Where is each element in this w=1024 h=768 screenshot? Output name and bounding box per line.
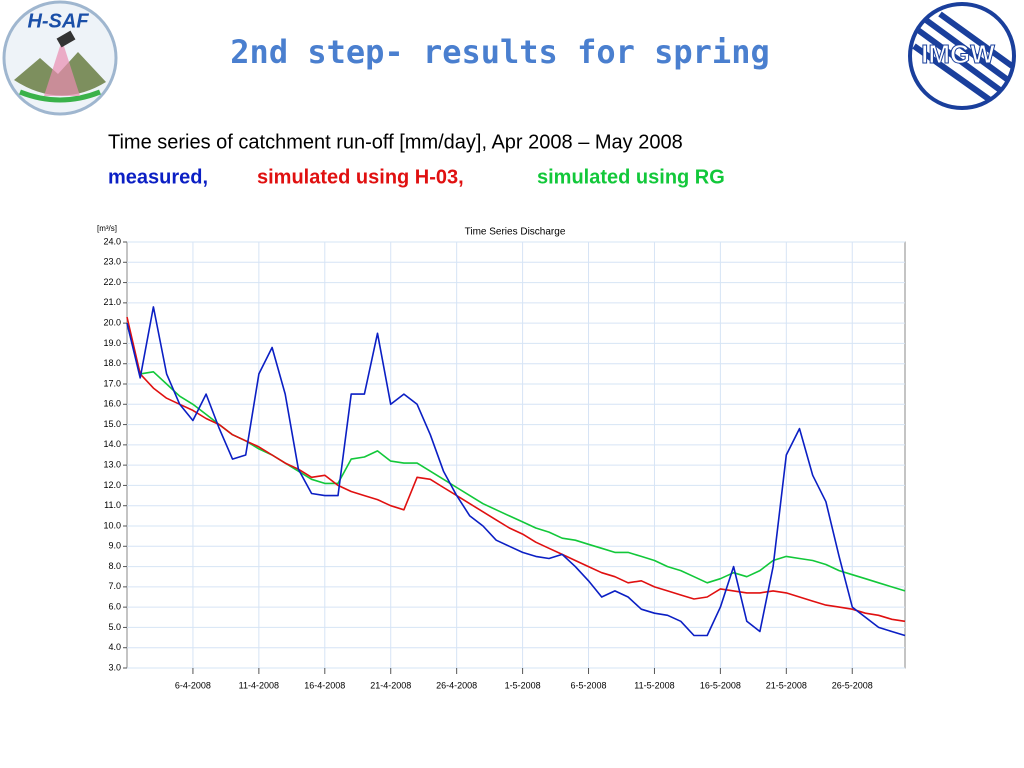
y-tick-label: 13.0 bbox=[103, 460, 121, 470]
legend-entry: simulated using H-03, bbox=[257, 166, 464, 188]
y-tick-label: 9.0 bbox=[108, 541, 121, 551]
x-tick-label: 6-4-2008 bbox=[175, 680, 211, 690]
x-tick-label: 1-5-2008 bbox=[505, 680, 541, 690]
x-tick-label: 21-5-2008 bbox=[766, 680, 807, 690]
slide-title: 2nd step- results for spring bbox=[230, 33, 769, 71]
logo-right: IMGW bbox=[908, 2, 1016, 110]
y-tick-label: 8.0 bbox=[108, 561, 121, 571]
chart-title: Time Series Discharge bbox=[465, 227, 566, 238]
y-tick-label: 23.0 bbox=[103, 257, 121, 267]
y-tick-label: 19.0 bbox=[103, 338, 121, 348]
x-tick-label: 11-5-2008 bbox=[634, 680, 674, 690]
x-tick-label: 26-4-2008 bbox=[436, 680, 477, 690]
y-tick-label: 11.0 bbox=[104, 500, 121, 510]
x-tick-label: 6-5-2008 bbox=[571, 680, 607, 690]
y-tick-label: 20.0 bbox=[103, 318, 121, 328]
series-line bbox=[126, 306, 906, 637]
y-tick-label: 16.0 bbox=[103, 399, 121, 409]
y-tick-label: 7.0 bbox=[108, 581, 121, 591]
y-tick-label: 5.0 bbox=[108, 622, 121, 632]
x-tick-label: 26-5-2008 bbox=[832, 680, 873, 690]
y-tick-label: 21.0 bbox=[103, 297, 121, 307]
logo-left-text: H-SAF bbox=[27, 10, 89, 32]
series-line bbox=[126, 322, 906, 592]
y-tick-label: 12.0 bbox=[103, 480, 121, 490]
x-tick-label: 16-5-2008 bbox=[700, 680, 741, 690]
logo-right-text: IMGW bbox=[921, 39, 995, 69]
x-tick-label: 21-4-2008 bbox=[370, 680, 411, 690]
y-tick-label: 3.0 bbox=[108, 662, 121, 672]
logo-left: H-SAF bbox=[2, 0, 118, 116]
y-tick-label: 22.0 bbox=[103, 277, 121, 287]
subtitle: Time series of catchment run-off [mm/day… bbox=[108, 131, 683, 153]
legend-entry: simulated using RG bbox=[537, 166, 725, 188]
y-tick-label: 17.0 bbox=[103, 378, 121, 388]
y-tick-label: 4.0 bbox=[108, 642, 121, 652]
series-line bbox=[126, 316, 906, 623]
y-tick-label: 15.0 bbox=[103, 419, 121, 429]
y-tick-label: 24.0 bbox=[103, 236, 121, 246]
legend-entry: measured, bbox=[108, 166, 208, 188]
y-tick-label: 14.0 bbox=[103, 439, 121, 449]
y-tick-label: 18.0 bbox=[103, 358, 121, 368]
x-tick-label: 16-4-2008 bbox=[304, 680, 345, 690]
x-tick-label: 11-4-2008 bbox=[239, 680, 279, 690]
y-tick-label: 6.0 bbox=[108, 602, 121, 612]
y-axis-label: [m³/s] bbox=[97, 224, 117, 233]
y-tick-label: 10.0 bbox=[103, 520, 121, 530]
